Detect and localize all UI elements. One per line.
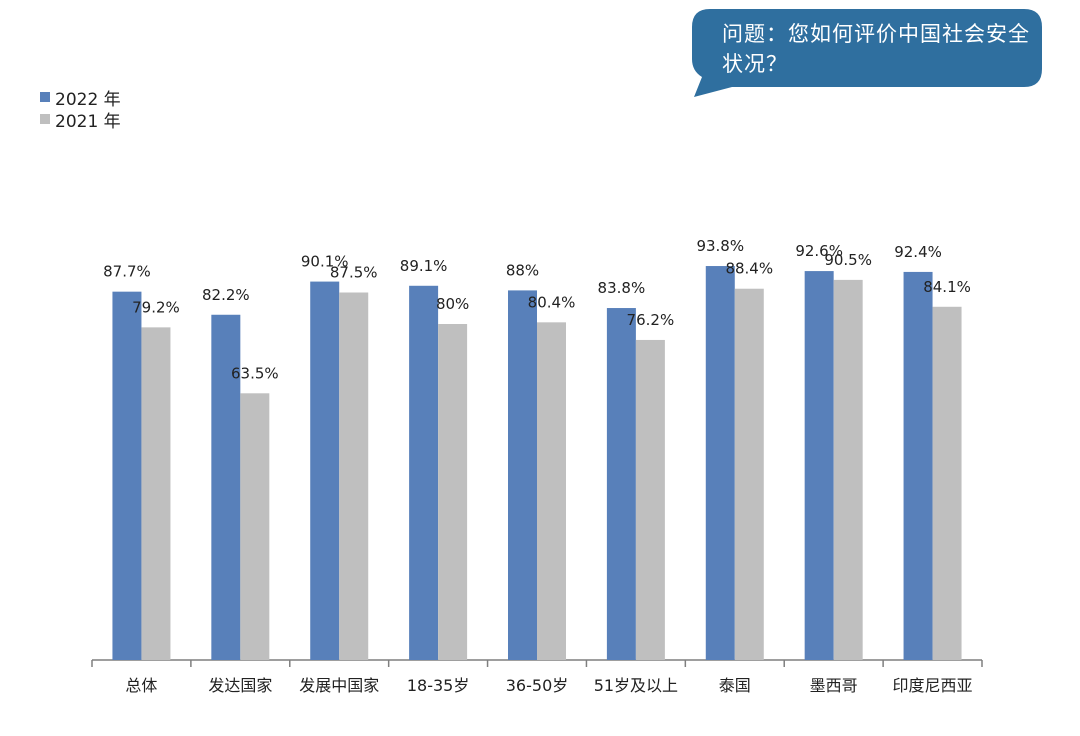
x-tick-label: 发达国家 xyxy=(208,676,272,695)
data-label-2021: 88.4% xyxy=(725,260,773,278)
speech-bubble-shape xyxy=(692,9,1042,97)
bar-2022 xyxy=(112,291,142,660)
x-tick-label: 发展中国家 xyxy=(299,676,379,695)
bar-2021 xyxy=(141,327,171,660)
data-label-2022: 93.8% xyxy=(696,237,744,255)
data-label-2021: 63.5% xyxy=(231,364,279,382)
x-tick-label: 总体 xyxy=(125,676,157,695)
legend-label-2022: 2022 年 xyxy=(55,89,121,110)
bar-2022 xyxy=(606,308,636,660)
data-label-2022: 90.1% xyxy=(301,253,349,271)
data-label-2022: 87.7% xyxy=(103,263,151,281)
bar-2022 xyxy=(903,271,933,660)
bar-2021 xyxy=(833,279,863,660)
legend: 2022 年 2021 年 xyxy=(40,86,121,132)
data-label-2022: 82.2% xyxy=(202,286,250,304)
legend-swatch-2022 xyxy=(40,92,50,102)
bar-2021 xyxy=(240,393,270,660)
data-label-2022: 83.8% xyxy=(598,279,646,297)
data-label-2022: 92.6% xyxy=(795,242,843,260)
bar-2021 xyxy=(932,306,962,660)
data-label-2021: 90.5% xyxy=(824,251,872,269)
question-text: 问题：您如何评价中国社会安全状况？ xyxy=(722,22,1030,76)
bar-2022 xyxy=(310,281,340,660)
data-label-2021: 79.2% xyxy=(132,298,180,316)
data-label-2022: 89.1% xyxy=(400,257,448,275)
data-label-2021: 76.2% xyxy=(627,311,675,329)
data-label-2021: 80.4% xyxy=(528,293,576,311)
bar-2021 xyxy=(339,292,369,660)
legend-item-2021: 2021 年 xyxy=(40,108,121,132)
data-label-2022: 92.4% xyxy=(894,243,942,261)
bar-2022 xyxy=(804,271,834,660)
legend-item-2022: 2022 年 xyxy=(40,86,121,110)
x-tick-label: 墨西哥 xyxy=(810,676,858,695)
bar-2022 xyxy=(508,290,537,660)
x-tick-label: 18-35岁 xyxy=(407,676,470,695)
data-label-2021: 87.5% xyxy=(330,264,378,282)
bar-2021 xyxy=(537,322,566,660)
bar-2021 xyxy=(734,288,764,660)
data-label-2021: 84.1% xyxy=(923,278,971,296)
bar-2021 xyxy=(438,324,468,660)
question-bubble: 问题：您如何评价中国社会安全状况？ xyxy=(692,9,1042,97)
data-label-2021: 80% xyxy=(436,295,469,313)
bar-2021 xyxy=(635,339,665,660)
x-tick-label: 印度尼西亚 xyxy=(893,676,973,695)
bar-2022 xyxy=(211,314,241,660)
x-tick-label: 51岁及以上 xyxy=(594,676,678,695)
bar-2022 xyxy=(705,266,735,660)
x-tick-label: 泰国 xyxy=(719,676,751,695)
bar-2022 xyxy=(409,285,439,660)
data-label-2022: 88% xyxy=(506,261,539,279)
legend-label-2021: 2021 年 xyxy=(55,111,121,132)
legend-swatch-2021 xyxy=(40,114,50,124)
x-tick-label: 36-50岁 xyxy=(506,676,569,695)
